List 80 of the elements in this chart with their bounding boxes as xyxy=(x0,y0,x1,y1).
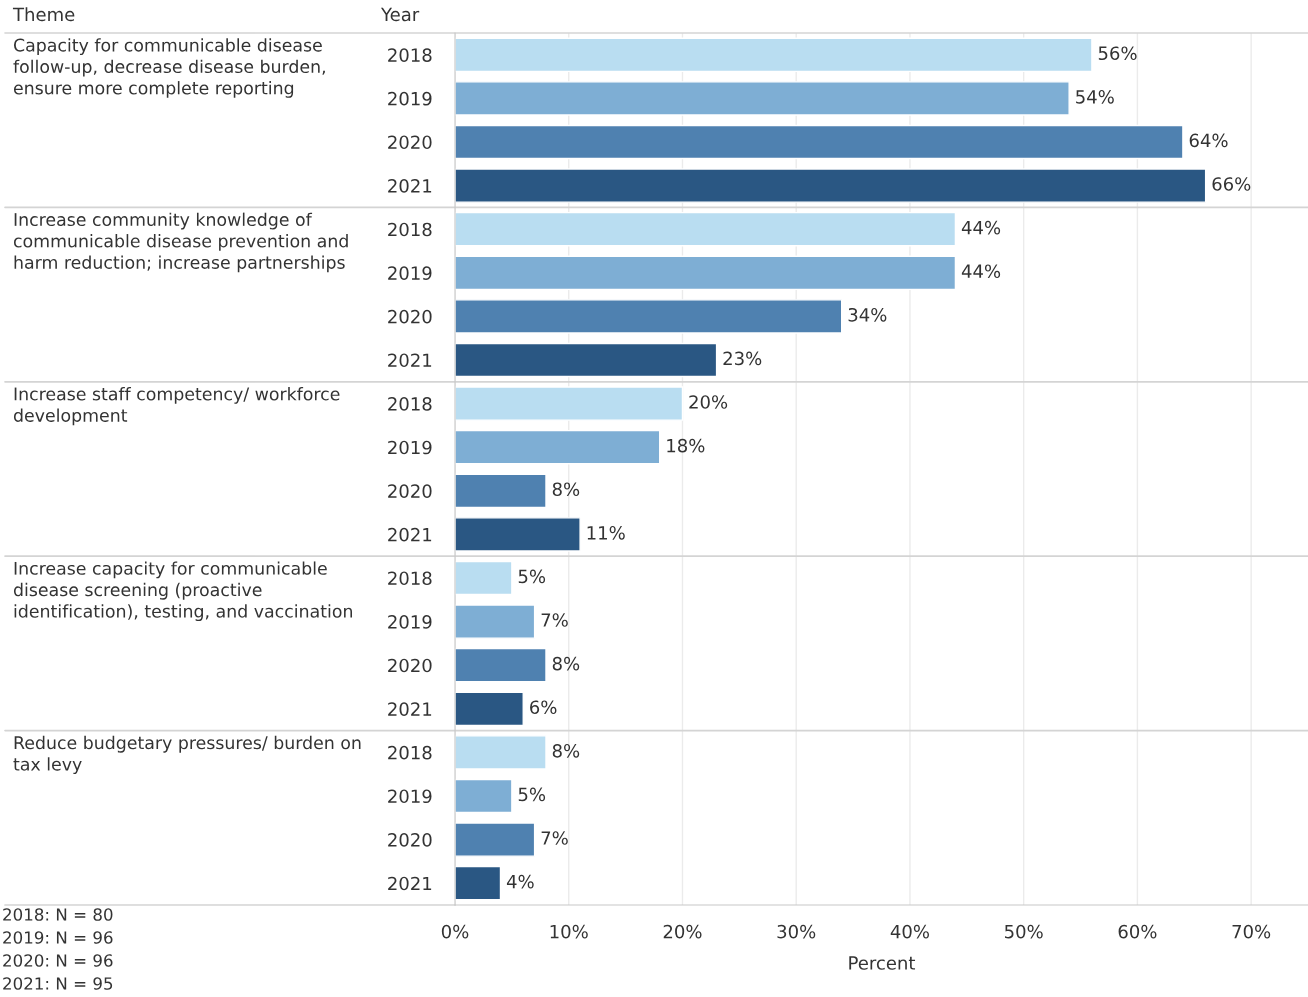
bar xyxy=(455,429,661,465)
text: 2020 xyxy=(388,833,432,847)
text: 2018: N = 80 xyxy=(3,908,113,921)
x-tick-label: 60% xyxy=(1118,924,1157,939)
text: 2021: N = 95 xyxy=(3,977,113,990)
text: 2019 xyxy=(388,789,432,804)
data-label: 5% xyxy=(518,569,546,584)
data-label: 23% xyxy=(723,351,762,366)
series-label: 2020 xyxy=(388,135,432,150)
bar xyxy=(455,211,957,247)
data-label: 44% xyxy=(961,264,1001,279)
bar xyxy=(455,386,684,421)
bar xyxy=(455,299,843,334)
text: 2020 xyxy=(388,309,432,324)
text: 2018 xyxy=(388,397,432,411)
legend-title: Year xyxy=(380,7,420,22)
x-tick-label: 20% xyxy=(663,924,702,939)
text: 2019: N = 96 xyxy=(3,931,113,944)
data-label: 8% xyxy=(552,743,580,758)
y-tick-label: Increase capacity for communicable disease screening (proactive identification), testing, and vaccination xyxy=(13,561,352,622)
text: 2018 xyxy=(388,222,432,237)
x-tick-label: 50% xyxy=(1004,924,1043,939)
text: 2019 xyxy=(388,440,432,455)
text: 2019 xyxy=(388,615,432,629)
data-label: 54% xyxy=(1076,89,1114,104)
bar xyxy=(455,255,957,291)
series-label: 2018 xyxy=(388,48,432,62)
data-label: 11% xyxy=(587,525,625,540)
data-label: 20% xyxy=(689,395,728,409)
data-label: 5% xyxy=(518,787,546,802)
text: 2018 xyxy=(388,745,432,760)
x-tick-label: 30% xyxy=(777,924,816,939)
data-label: 44% xyxy=(961,220,1001,235)
data-label: 66% xyxy=(1212,177,1251,191)
data-label: 6% xyxy=(530,700,557,715)
bar xyxy=(455,473,547,509)
bar xyxy=(455,822,536,857)
data-label: 4% xyxy=(506,874,534,889)
x-tick-label: 40% xyxy=(890,924,929,939)
y-tick-label: Reduce budgetary pressures/ burden on tax levy xyxy=(13,735,361,775)
data-label: 64% xyxy=(1189,133,1228,148)
text: 2021 xyxy=(388,353,432,368)
data-label: 7% xyxy=(541,831,568,845)
series-label: 2021 xyxy=(388,179,432,193)
y-axis-title: Theme xyxy=(12,7,75,22)
bar xyxy=(455,342,718,378)
text: 2018 xyxy=(388,571,432,586)
bar xyxy=(455,517,581,552)
bar xyxy=(455,124,1184,160)
bar xyxy=(455,647,547,683)
bar xyxy=(455,560,513,596)
bar xyxy=(455,604,536,639)
data-label: 18% xyxy=(667,438,705,453)
x-axis-title: Percent xyxy=(849,956,916,970)
y-tick-label: Capacity for communicable disease follow-up, decrease disease burden, ensure more complete reporting xyxy=(13,38,325,98)
data-label: 34% xyxy=(848,307,887,322)
bar xyxy=(455,37,1093,73)
text: 2020: N = 96 xyxy=(3,954,113,967)
data-label: 8% xyxy=(552,656,580,671)
text: 2020 xyxy=(388,658,432,673)
bar xyxy=(455,168,1207,203)
y-tick-label: Increase community knowledge of communicable disease prevention and harm reduction; increase partnerships xyxy=(13,212,348,273)
x-tick-label: 70% xyxy=(1232,924,1271,939)
series-label: 2019 xyxy=(388,91,432,106)
x-tick-label: 10% xyxy=(550,924,588,939)
data-label: 7% xyxy=(541,613,568,627)
text: 2021 xyxy=(388,527,432,542)
data-label: 56% xyxy=(1098,46,1137,61)
bar xyxy=(455,865,502,901)
text: 2021 xyxy=(388,876,432,891)
bar xyxy=(455,735,547,770)
data-label: 8% xyxy=(552,482,580,497)
x-tick-label: 0% xyxy=(441,924,469,939)
text: 2021 xyxy=(388,702,432,716)
bar xyxy=(455,778,513,814)
text: 2019 xyxy=(388,266,432,280)
y-tick-label: Increase staff competency/ workforce development xyxy=(13,387,340,426)
text: 2020 xyxy=(388,484,432,498)
bar xyxy=(455,691,524,727)
bar xyxy=(455,81,1070,116)
